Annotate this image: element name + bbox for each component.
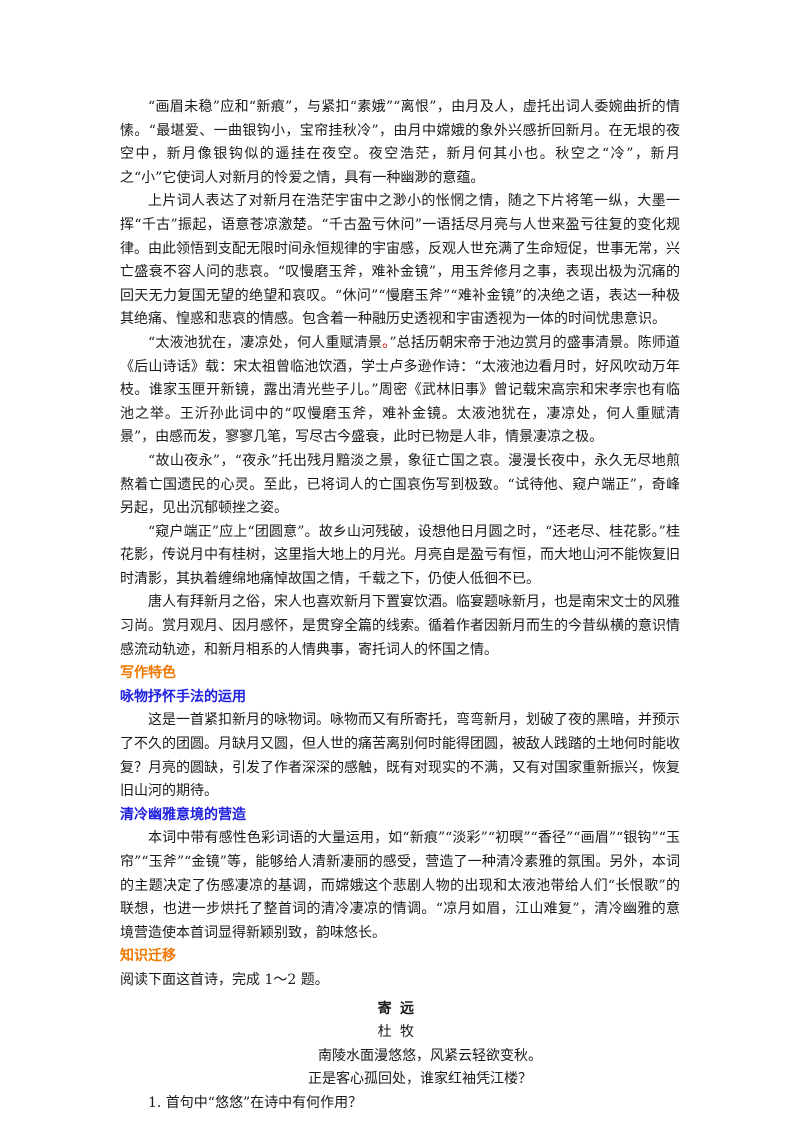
paragraph: 上片词人表达了对新月在浩茫宇宙中之渺小的怅惘之情，随之下片将笔一纵，大墨一挥“千… (120, 193, 680, 328)
paragraph: “画眉未稳”应和“新痕”，与紧扣“素娥”“离恨”，由月及人，虚托出词人委婉曲折的… (120, 99, 680, 186)
question-1: 1. 首句中“悠悠”在诗中有何作用？ (148, 1094, 363, 1111)
poem-line: 南陵水面漫悠悠，风紧云轻欲变秋。 (318, 1047, 542, 1064)
paragraph: “窥户端正”应上“团圆意”。故乡山河残破，设想他日月圆之时，“还老尽、桂花影。”… (120, 523, 680, 587)
poem-title: 寄远 (377, 1000, 423, 1017)
paragraph: 本词中带有感性色彩词语的大量运用，如“新痕”“淡彩”“初暝”“香径”“画眉”“银… (120, 830, 680, 941)
paragraph-text: “太液池犹在，凄凉处，何人重赋清景 (148, 334, 383, 351)
red-punctuation: 。 (382, 334, 390, 351)
paragraph-text: ”总括历朝宋帝于池边赏月的盛事清景。陈师道《后山诗话》载：宋太祖曾临池饮酒，学士… (120, 334, 681, 446)
poem-author: 杜牧 (377, 1024, 423, 1041)
poem-line: 正是客心孤回处，谁家红袖凭江楼？ (308, 1071, 532, 1088)
paragraph: 这是一首紧扣新月的咏物词。咏物而又有所寄托，弯弯新月，划破了夜的黑暗，并预示了不… (120, 712, 680, 800)
document-page: “画眉未稳”应和“新痕”，与紧扣“素娥”“离恨”，由月及人，虚托出词人委婉曲折的… (120, 96, 680, 1116)
paragraph: 唐人有拜新月之俗，宋人也喜欢新月下置宴饮酒。临宴题咏新月，也是南宋文士的风雅习尚… (120, 594, 680, 658)
section-heading-writing: 写作特色 (120, 665, 176, 682)
paragraph: “太液池犹在，凄凉处，何人重赋清景。”总括历朝宋帝于池边赏月的盛事清景。陈师道《… (120, 332, 680, 450)
subsection-heading: 咏物抒怀手法的运用 (120, 688, 246, 705)
paragraph: “故山夜永”，“夜永”托出残月黯淡之景，象征亡国之哀。漫漫长夜中，永久无尽地煎熬… (120, 452, 680, 517)
subsection-heading: 清冷幽雅意境的营造 (120, 806, 246, 823)
instruction-text: 阅读下面这首诗，完成 1～2 题。 (120, 971, 329, 988)
section-heading-transfer: 知识迁移 (120, 948, 176, 965)
